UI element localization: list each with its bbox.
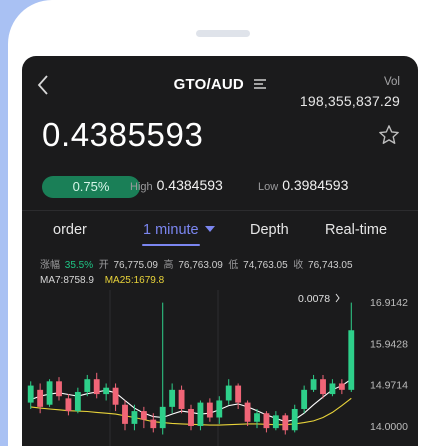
change-percent-badge: 0.75%: [42, 176, 140, 198]
candle-body: [320, 379, 326, 395]
low-label-cn: 低: [228, 260, 239, 271]
section-divider: [22, 210, 418, 211]
low-value: 0.3984593: [282, 177, 349, 193]
ohlc-stats: 涨幅 35.5% 开 76,775.09 高 76,763.09 低 74,76…: [40, 256, 353, 271]
tab-1-minute[interactable]: 1 minute: [143, 222, 215, 238]
chevron-right-icon: [335, 293, 340, 303]
candle-body: [37, 389, 44, 407]
caret-down-icon: [204, 226, 215, 233]
tab-order[interactable]: order: [53, 222, 87, 238]
candle-body: [197, 402, 204, 426]
candle-body: [103, 387, 110, 395]
pair-title[interactable]: GTO/AUD: [22, 76, 418, 93]
last-price: 0.4385593: [42, 116, 204, 153]
pair-name: GTO/AUD: [173, 76, 244, 93]
amp-value: 35.5%: [64, 260, 94, 271]
volume-value: 198,355,837.29: [299, 93, 400, 109]
high-label: High: [130, 181, 153, 193]
y-tick-label: 16.9142: [370, 297, 408, 309]
ma25-label: MA25:1679.8: [104, 275, 165, 286]
candle-body: [216, 400, 223, 418]
open-label: 开: [98, 260, 109, 271]
tab-depth[interactable]: Depth: [250, 222, 289, 238]
y-tick-label: 14.0000: [370, 421, 408, 433]
candle-body: [282, 415, 289, 431]
close-value: 76,743.05: [308, 260, 353, 271]
candle-body: [291, 408, 298, 431]
candle-body: [169, 389, 176, 407]
candle-body: [27, 385, 34, 403]
list-menu-icon: [254, 79, 267, 89]
ma-legend: MA7:8758.9 MA25:1679.8: [40, 275, 164, 286]
back-arrow-icon[interactable]: [36, 74, 50, 96]
chart-tabs: order 1 minute Depth Real-time: [22, 222, 418, 252]
candle-body: [235, 385, 242, 403]
high-stat: High 0.4384593: [130, 177, 223, 193]
candle-body: [206, 402, 213, 418]
y-tick-label: 14.9714: [370, 380, 408, 392]
kline-chart[interactable]: 16.9142 15.9428 14.9714 14.0000 0.0078: [22, 290, 418, 446]
high-value: 0.4384593: [156, 177, 223, 193]
candle-body: [244, 402, 251, 422]
candle-body: [188, 408, 194, 426]
candle-body: [338, 383, 345, 390]
candle-body: [178, 389, 185, 409]
candle-body: [122, 404, 128, 424]
high-value-cn: 76,763.09: [178, 260, 223, 271]
candle-body: [74, 391, 81, 412]
candle-body: [254, 413, 260, 422]
y-tick-label: 15.9428: [370, 338, 408, 350]
candle-body: [93, 379, 100, 395]
low-value-cn: 74,763.05: [243, 260, 288, 271]
volume-label: Vol: [384, 76, 400, 88]
candle-body: [140, 411, 147, 420]
tab-real-time[interactable]: Real-time: [325, 222, 388, 238]
candle-body: [131, 411, 138, 424]
tab-1-minute-label: 1 minute: [143, 222, 199, 238]
candle-body: [263, 413, 270, 429]
candle-body: [112, 387, 119, 405]
trading-screen: GTO/AUD Vol 198,355,837.29 0.4385593 0.7…: [22, 56, 418, 446]
top-bar: GTO/AUD Vol 198,355,837.29: [22, 56, 418, 120]
favorite-star-icon[interactable]: [378, 124, 400, 146]
max-price-label: 0.0078: [298, 293, 330, 305]
active-tab-indicator: [142, 244, 200, 246]
amp-label: 涨幅: [40, 260, 60, 271]
candle-body: [348, 330, 355, 390]
candle-body: [84, 379, 91, 392]
high-label-cn: 高: [163, 260, 174, 271]
candle-body: [159, 406, 166, 429]
open-value: 76,775.09: [113, 260, 158, 271]
candle-body: [65, 398, 72, 412]
low-stat: Low 0.3984593: [258, 177, 348, 193]
candle-body: [329, 383, 336, 395]
ma7-label: MA7:8758.9: [40, 275, 94, 286]
low-label: Low: [258, 181, 279, 193]
candle-body: [272, 415, 279, 429]
candle-body: [150, 419, 157, 429]
candle-body: [225, 385, 232, 401]
speaker-notch: [196, 30, 250, 37]
close-label: 收: [293, 260, 304, 271]
candle-body: [310, 379, 317, 390]
candle-body: [301, 389, 308, 409]
candle-body: [46, 381, 53, 405]
candle-body: [56, 381, 62, 397]
